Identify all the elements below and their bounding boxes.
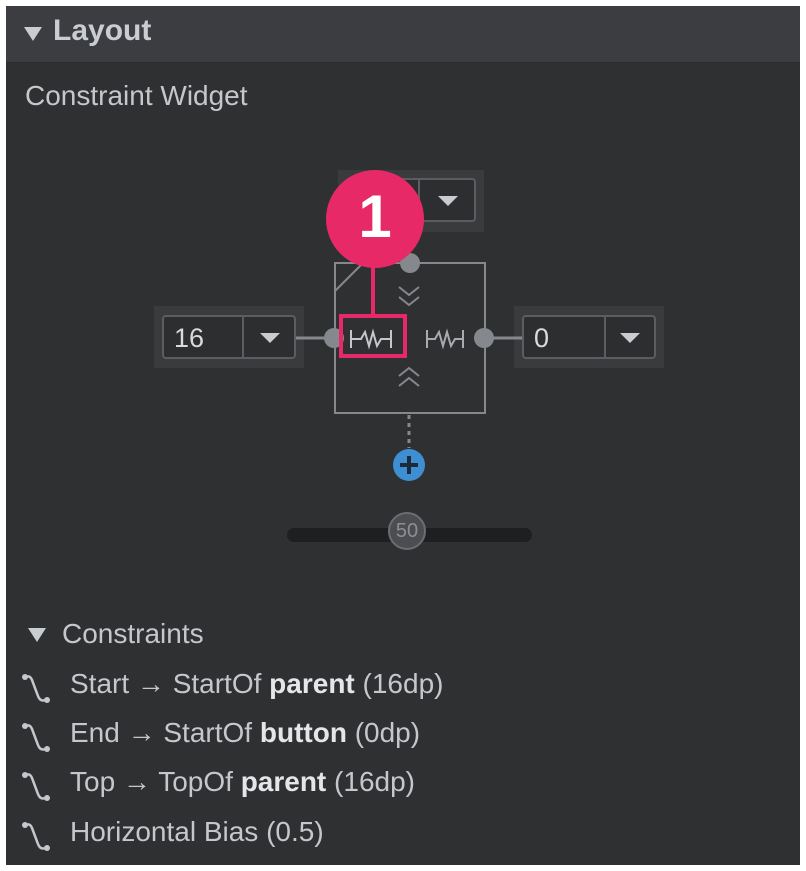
chevron-down-icon[interactable]: [620, 333, 640, 343]
right-anchor-handle[interactable]: [474, 328, 494, 348]
constraint-text: End → StartOf button (0dp): [70, 717, 421, 748]
right-margin-value: 0: [534, 323, 550, 353]
chevron-down-icon[interactable]: [398, 286, 420, 307]
horizontal-bias-value: 50: [395, 520, 419, 542]
left-fixed-spring-icon[interactable]: [350, 328, 392, 350]
top-anchor-handle[interactable]: [400, 253, 420, 273]
constraint-widget-label: Constraint Widget: [25, 80, 248, 111]
constraints-section-title: Constraints: [62, 618, 204, 649]
constraint-link-icon: [22, 772, 50, 801]
dropdown-separator: [242, 317, 244, 357]
collapse-triangle-icon[interactable]: [24, 27, 42, 41]
callout-number: 1: [358, 183, 392, 250]
callout-badge: 1: [326, 170, 424, 268]
constraint-widget-diagram: [296, 253, 522, 481]
chevron-down-icon[interactable]: [438, 196, 458, 206]
constraint-link-icon: [22, 723, 50, 752]
add-constraint-plus-icon[interactable]: [393, 449, 425, 481]
constraint-text: Top → TopOf parent (16dp): [70, 766, 415, 797]
horizontal-bias-slider-thumb[interactable]: 50: [388, 512, 426, 550]
right-fixed-spring-icon[interactable]: [426, 328, 464, 350]
chevron-down-icon[interactable]: [260, 333, 280, 343]
constraint-link-icon: [22, 674, 50, 703]
attributes-panel: Layout Constraint Widget 16 0: [6, 6, 800, 865]
dropdown-separator: [604, 317, 606, 357]
layout-section-header[interactable]: Layout: [6, 6, 800, 63]
chevron-up-icon[interactable]: [398, 366, 420, 387]
layout-section-title: Layout: [53, 14, 152, 47]
collapse-triangle-icon[interactable]: [28, 628, 46, 642]
left-margin-dropdown[interactable]: 16: [162, 315, 296, 359]
aspect-ratio-corner[interactable]: [334, 262, 364, 292]
right-margin-dropdown[interactable]: 0: [522, 315, 656, 359]
constraint-link-icon: [22, 822, 50, 851]
left-margin-value: 16: [174, 323, 205, 353]
constraint-text: Start → StartOf parent (16dp): [70, 668, 444, 699]
constraint-text: Horizontal Bias (0.5): [70, 816, 324, 847]
